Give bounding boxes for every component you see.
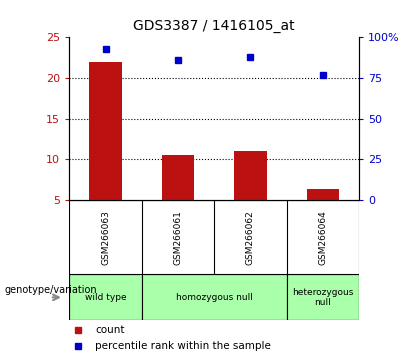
Text: heterozygous
null: heterozygous null: [292, 288, 354, 307]
Title: GDS3387 / 1416105_at: GDS3387 / 1416105_at: [134, 19, 295, 33]
Bar: [142, 274, 286, 320]
Bar: [234, 151, 267, 200]
Text: GSM266063: GSM266063: [101, 210, 110, 265]
Bar: [307, 189, 339, 200]
Text: genotype/variation: genotype/variation: [4, 285, 97, 295]
Text: GSM266061: GSM266061: [173, 210, 182, 265]
Bar: [69, 274, 142, 320]
Bar: [162, 155, 194, 200]
Text: wild type: wild type: [85, 293, 126, 302]
Text: count: count: [95, 325, 125, 335]
Text: homozygous null: homozygous null: [176, 293, 253, 302]
Bar: [286, 274, 359, 320]
Text: GSM266064: GSM266064: [318, 210, 327, 264]
Bar: [89, 62, 122, 200]
Text: GSM266062: GSM266062: [246, 210, 255, 264]
Text: percentile rank within the sample: percentile rank within the sample: [95, 341, 271, 350]
